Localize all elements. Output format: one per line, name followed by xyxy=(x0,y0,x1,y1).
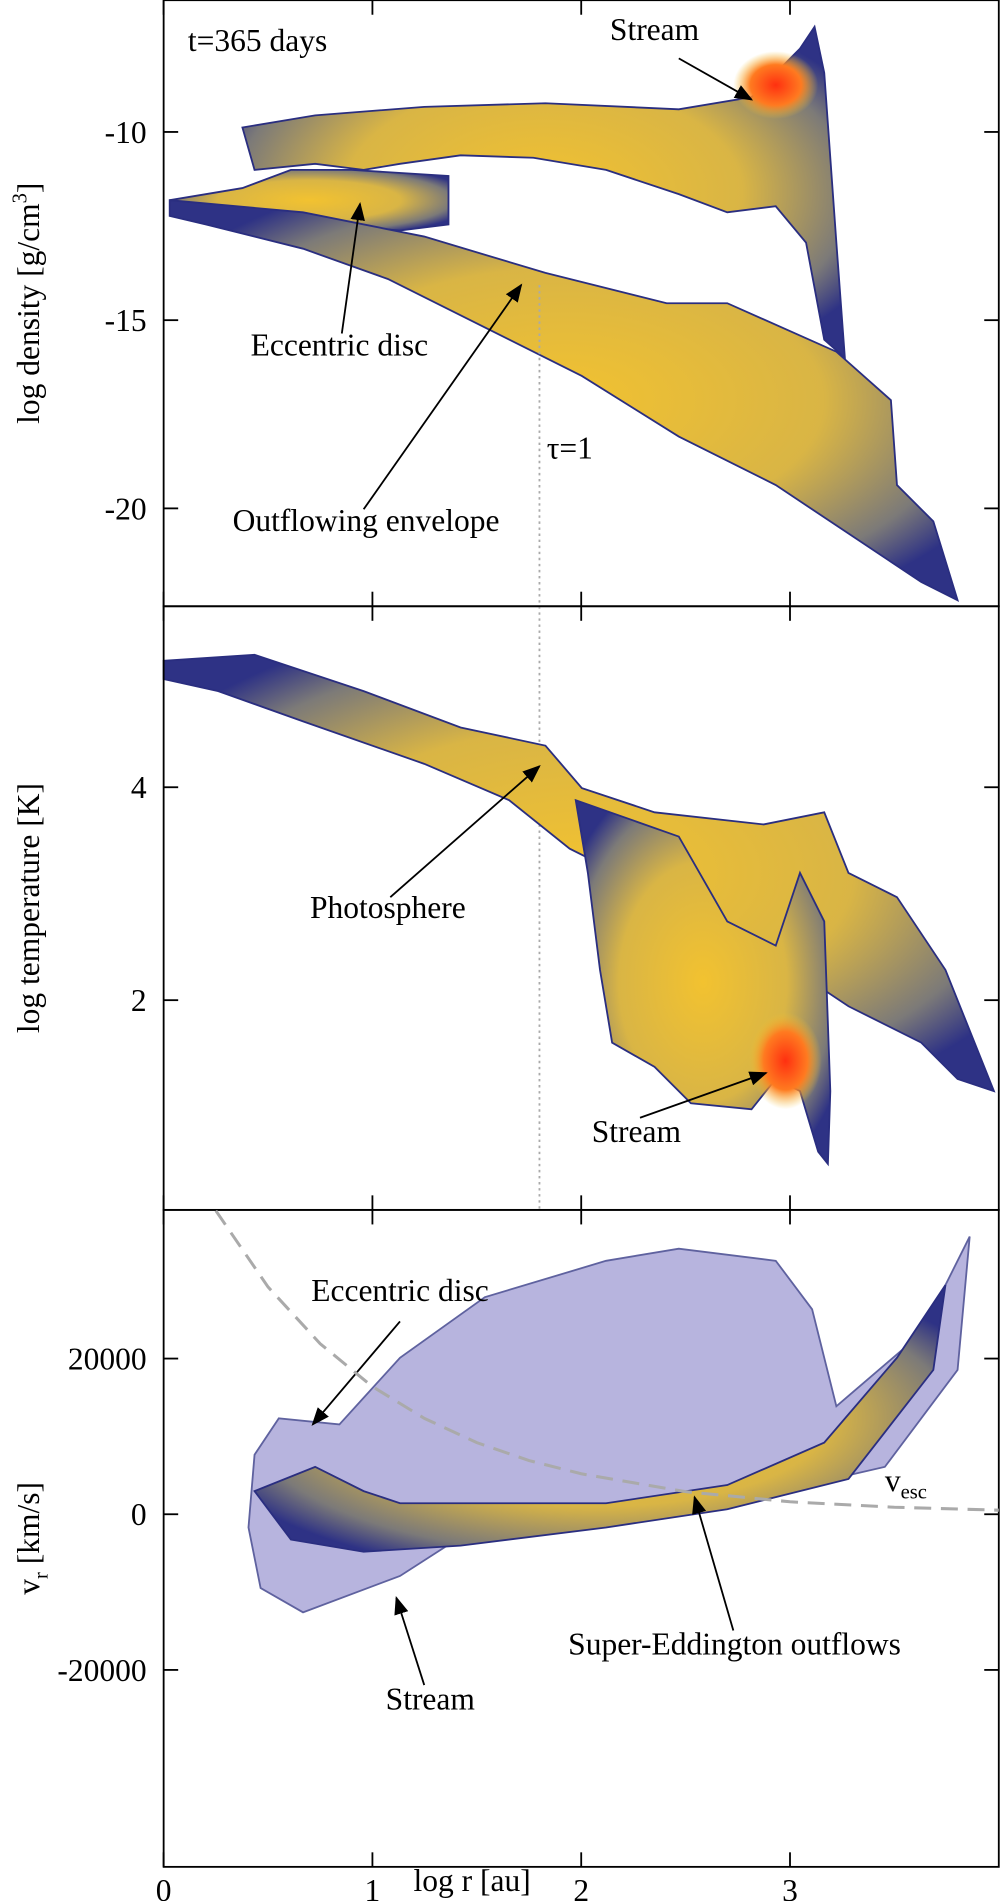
annotation-arrow xyxy=(340,202,365,334)
annotation: Eccentric disc xyxy=(251,327,429,362)
y-axis-label-part: 3 xyxy=(10,193,32,203)
annotation-arrow xyxy=(389,765,541,898)
y-tick-label: 0 xyxy=(131,1497,147,1532)
y-axis-label-part: r xyxy=(30,1572,52,1579)
vesc-label-part: esc xyxy=(901,1481,927,1503)
y-tick-label: -20000 xyxy=(57,1653,146,1688)
annotation: Photosphere xyxy=(310,890,466,925)
y-axis-label-part: ] xyxy=(11,183,46,193)
x-tick-label: 2 xyxy=(573,1873,589,1901)
annotation: Eccentric disc xyxy=(311,1273,489,1308)
particle-cloud xyxy=(253,1284,947,1553)
annotation: Stream xyxy=(592,1114,682,1149)
particle-cloud xyxy=(168,199,960,602)
annotation-arrow xyxy=(639,1071,768,1119)
x-tick-label: 0 xyxy=(156,1873,172,1901)
y-tick-label: 2 xyxy=(131,983,147,1018)
y-axis-label-part: [km/s] xyxy=(11,1482,46,1572)
annotation: Super-Eddington outflows xyxy=(568,1627,901,1662)
tau-label: τ=1 xyxy=(547,430,593,465)
y-tick-label: 4 xyxy=(131,770,147,805)
annotation-arrow xyxy=(362,283,523,510)
vesc-label-part: v xyxy=(885,1463,901,1498)
particle-cloud xyxy=(241,24,846,360)
y-axis-label: log density [g/cm3] xyxy=(10,183,46,424)
y-axis-label-part: log density [g/cm xyxy=(11,203,46,424)
x-tick-label: 1 xyxy=(365,1873,381,1901)
annotation-arrow xyxy=(394,1596,426,1686)
particle-cloud xyxy=(733,51,819,119)
y-axis-label: log temperature [K] xyxy=(11,783,46,1033)
time-label: t=365 days xyxy=(188,23,327,58)
y-axis-label-part: v xyxy=(11,1579,46,1595)
annotation: Stream xyxy=(386,1681,476,1716)
x-axis-label: log r [au] xyxy=(414,1863,531,1898)
annotation-arrow xyxy=(678,57,754,101)
y-tick-label: 20000 xyxy=(68,1341,147,1376)
x-tick-label: 3 xyxy=(782,1873,798,1901)
particle-cloud xyxy=(749,1012,822,1110)
particle-cloud xyxy=(162,653,996,1093)
y-axis-label-part: log temperature [K] xyxy=(11,783,46,1033)
vesc-curve xyxy=(214,1209,999,1512)
annotation-arrow xyxy=(692,1495,735,1631)
y-tick-label: -15 xyxy=(105,303,147,338)
annotation: Outflowing envelope xyxy=(233,503,500,538)
annotation: Stream xyxy=(610,12,700,47)
y-tick-label: -20 xyxy=(105,491,147,526)
y-axis-label: vr [km/s] xyxy=(11,1482,52,1595)
y-tick-label: -10 xyxy=(105,115,147,150)
vesc-label: vesc xyxy=(885,1463,927,1503)
